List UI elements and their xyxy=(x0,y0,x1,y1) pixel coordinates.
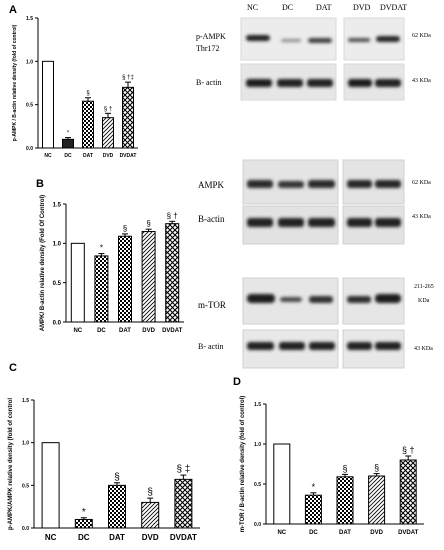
y-tick-label: 1.0 xyxy=(22,441,29,447)
x-tick-label: DVD xyxy=(142,328,155,334)
bar-nc xyxy=(41,442,60,529)
bar-dc xyxy=(74,518,93,529)
y-tick-label: 0.0 xyxy=(22,526,29,532)
panel-letter-b: B xyxy=(36,178,44,190)
kda-label-3: 62 KDa xyxy=(412,180,431,186)
lane-label-dvdat: DVDAT xyxy=(380,3,408,12)
blot-label-ampk: AMPK xyxy=(198,180,225,190)
bar-nc xyxy=(70,242,85,323)
x-tick-label: DVDAT xyxy=(162,328,183,334)
significance-mark: § xyxy=(86,91,89,97)
significance-mark: § † xyxy=(104,106,112,112)
kda-label-2: 43 KDa xyxy=(412,78,431,84)
x-tick-label: DAT xyxy=(83,153,93,159)
kda-label-7: 43 KDa xyxy=(414,346,433,352)
x-tick-label: DVDAT xyxy=(398,530,419,536)
x-tick-label: DC xyxy=(97,328,106,334)
blot-label-thr172: Thr172 xyxy=(196,44,220,53)
chart-b: 0.0 0.5 1.0 1.5 AMPK/ B-actin relative densi… xyxy=(40,195,184,334)
blot-label-p-ampk: p-AMPK xyxy=(196,32,226,41)
bar-dvdat xyxy=(174,478,193,529)
y-tick-label: 1.0 xyxy=(53,242,62,248)
bar-dvdat xyxy=(165,223,180,323)
x-tick-label: DVDAT xyxy=(120,153,137,159)
y-axis-label: p-AMPK/AMPK relative density (fold of co… xyxy=(8,398,14,530)
significance-mark: * xyxy=(67,131,70,137)
y-tick-label: 0.0 xyxy=(26,146,33,152)
significance-mark: § †‡ xyxy=(122,75,134,81)
y-tick-label: 1.5 xyxy=(22,398,29,404)
bar-nc xyxy=(42,60,54,149)
y-tick-label: 1.5 xyxy=(53,202,62,208)
blot-label-actin-1: B- actin xyxy=(196,78,222,87)
significance-mark: § xyxy=(123,224,127,233)
y-tick-label: 0.5 xyxy=(22,483,29,489)
blot-label-actin-3: B- actin xyxy=(198,342,224,351)
x-tick-label: NC xyxy=(277,530,286,536)
blot-label-mtor: m-TOR xyxy=(198,300,226,310)
significance-mark: § xyxy=(342,463,347,473)
significance-mark: * xyxy=(312,482,316,492)
panel-letter-d: D xyxy=(233,376,241,388)
y-tick-label: 0.5 xyxy=(53,281,62,287)
panel-letter-c: C xyxy=(9,362,17,374)
lane-label-dvd: DVD xyxy=(353,3,371,12)
x-tick-label: DVDAT xyxy=(170,533,197,542)
bar-nc xyxy=(273,443,291,525)
y-tick-label: 1.0 xyxy=(26,59,33,65)
significance-mark: * xyxy=(100,244,103,253)
x-tick-label: NC xyxy=(45,533,57,542)
significance-mark: § ‡ xyxy=(176,464,190,475)
chart-d: 0.0 0.5 1.0 1.5 m-TOR / B-actin relative den… xyxy=(240,396,424,536)
panel-letter-a: A xyxy=(9,4,17,16)
bar-dvd xyxy=(368,475,386,525)
kda-label-5: 211-265 xyxy=(414,284,434,290)
bar-dat xyxy=(108,484,126,529)
significance-mark: * xyxy=(82,507,86,518)
y-tick-label: 1.5 xyxy=(254,402,261,408)
y-tick-label: 1.5 xyxy=(26,16,33,22)
x-tick-label: DVD xyxy=(103,153,114,159)
x-tick-label: DVD xyxy=(370,530,383,536)
significance-mark: § xyxy=(374,463,379,473)
bar-dat xyxy=(336,476,354,525)
bar-dvdat xyxy=(399,459,417,525)
kda-label-6: KDa xyxy=(418,298,430,304)
y-tick-label: 0.5 xyxy=(254,482,261,488)
significance-mark: § † xyxy=(402,445,415,455)
lane-label-dc: DC xyxy=(282,3,294,12)
y-tick-label: 0.5 xyxy=(26,103,33,109)
kda-label-4: 43 KDa xyxy=(412,214,431,220)
y-tick-label: 0.0 xyxy=(53,320,62,326)
kda-label-1: 62 KDa xyxy=(412,33,431,39)
x-tick-label: DC xyxy=(78,533,90,542)
y-axis-label: AMPK/ B-actin relative density (Fold Of … xyxy=(40,195,46,331)
chart-c: 0.0 0.5 1.0 1.5 p-AMPK/AMPK relative density… xyxy=(8,398,200,542)
y-axis-label: m-TOR / B-actin relative density (fold o… xyxy=(240,396,246,533)
x-tick-label: DC xyxy=(309,530,318,536)
blot-label-actin-2: B-actin xyxy=(198,214,225,224)
bar-dc xyxy=(304,494,322,525)
significance-mark: § † xyxy=(167,211,178,220)
y-tick-label: 1.0 xyxy=(254,442,261,448)
y-tick-label: 0.0 xyxy=(254,522,261,528)
x-tick-label: DVD xyxy=(142,533,159,542)
lane-label-dat: DAT xyxy=(316,3,332,12)
significance-mark: § xyxy=(146,219,150,228)
bar-dvd xyxy=(141,501,160,529)
x-tick-label: NC xyxy=(73,328,82,334)
x-tick-label: DC xyxy=(64,153,72,159)
y-axis-label: p-AMPK / B-actin relative density (fold … xyxy=(12,24,18,141)
significance-mark: § xyxy=(114,472,120,483)
lane-label-nc: NC xyxy=(247,3,259,12)
x-tick-label: DAT xyxy=(109,533,125,542)
x-tick-label: DAT xyxy=(339,530,351,536)
chart-a: 0.0 0.5 1.0 1.5 p-AMPK / B-actin relative de… xyxy=(12,16,138,159)
significance-mark: § xyxy=(147,487,153,498)
x-tick-label: DAT xyxy=(119,328,131,334)
blot-membranes xyxy=(240,17,405,369)
x-tick-label: NC xyxy=(44,153,52,159)
